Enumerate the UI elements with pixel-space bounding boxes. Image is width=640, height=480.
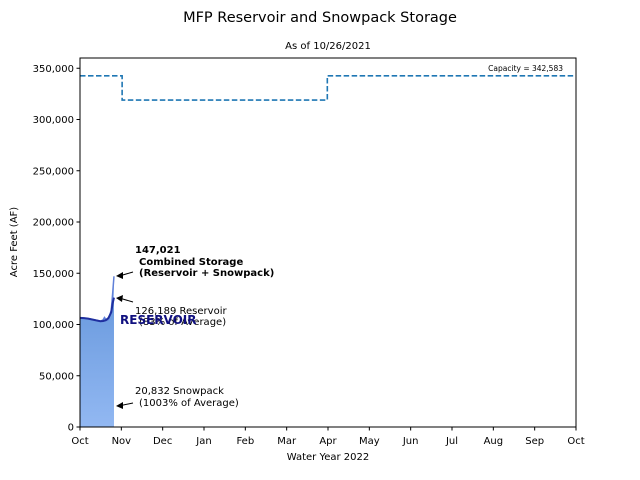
x-tick-label: Nov bbox=[112, 436, 132, 447]
combined-value: 147,021 bbox=[135, 245, 181, 256]
combined-line bbox=[79, 276, 115, 323]
area-fills bbox=[80, 276, 114, 427]
y-tick-label: 300,000 bbox=[33, 115, 74, 126]
y-tick-label: 250,000 bbox=[33, 166, 74, 177]
reservoir-line bbox=[79, 297, 115, 323]
x-tick-label: Oct bbox=[567, 436, 584, 447]
x-tick-label: Jul bbox=[445, 436, 458, 447]
reservoir-line1: 126,189 Reservoir bbox=[135, 306, 227, 317]
snowpack-annotation: 20,832 Snowpack (1003% of Average) bbox=[116, 386, 239, 409]
reservoir-area bbox=[80, 297, 114, 427]
y-tick-label: 100,000 bbox=[33, 320, 74, 331]
x-tick-label: Dec bbox=[153, 436, 172, 447]
combined-line1: Combined Storage bbox=[139, 257, 243, 268]
y-tick-label: 200,000 bbox=[33, 218, 74, 229]
x-tick-label: May bbox=[359, 436, 380, 447]
y-tick-label: 150,000 bbox=[33, 269, 74, 280]
reservoir-annotation: 126,189 Reservoir (83% of Average) RESER… bbox=[116, 295, 227, 328]
series-lines bbox=[79, 75, 576, 323]
chart-title: MFP Reservoir and Snowpack Storage bbox=[183, 10, 457, 26]
combined-arrowhead bbox=[116, 272, 123, 279]
reservoir-arrow bbox=[120, 298, 134, 303]
x-tick-label: Oct bbox=[71, 436, 88, 447]
combined-line2: (Reservoir + Snowpack) bbox=[139, 268, 274, 279]
snowpack-line1: 20,832 Snowpack bbox=[135, 386, 224, 397]
plot-frame bbox=[79, 57, 577, 428]
x-tick-label: Feb bbox=[236, 436, 254, 447]
y-axis-label: Acre Feet (AF) bbox=[9, 207, 20, 277]
reservoir-series-label: RESERVOIR bbox=[120, 313, 197, 327]
capacity-line bbox=[80, 75, 576, 101]
x-tick-label: Sep bbox=[525, 436, 544, 447]
x-tick-label: Jun bbox=[402, 436, 419, 447]
x-axis-ticks: Oct Nov Dec Jan Feb Mar Apr May Jun Jul Aug Sep Oct bbox=[71, 427, 585, 447]
capacity-label: Capacity = 342,583 bbox=[488, 64, 563, 73]
x-axis-label: Water Year 2022 bbox=[287, 452, 370, 463]
y-axis-ticks: 0 50,000 100,000 150,000 200,000 250,000 300,0… bbox=[33, 64, 80, 434]
combined-annotation: 147,021 Combined Storage (Reservoir + Sn… bbox=[116, 245, 274, 279]
y-tick-label: 350,000 bbox=[33, 64, 74, 75]
x-tick-label: Aug bbox=[484, 436, 504, 447]
snowpack-line2: (1003% of Average) bbox=[139, 398, 239, 409]
y-tick-label: 50,000 bbox=[39, 371, 74, 382]
y-tick-label: 0 bbox=[68, 423, 74, 434]
snowpack-arrowhead bbox=[116, 402, 123, 409]
x-tick-label: Mar bbox=[277, 436, 297, 447]
reservoir-arrowhead bbox=[116, 295, 123, 302]
chart-subtitle: As of 10/26/2021 bbox=[285, 41, 371, 52]
reservoir-line2: (83% of Average) bbox=[139, 317, 226, 328]
x-tick-label: Apr bbox=[319, 436, 337, 447]
x-tick-label: Jan bbox=[195, 436, 211, 447]
